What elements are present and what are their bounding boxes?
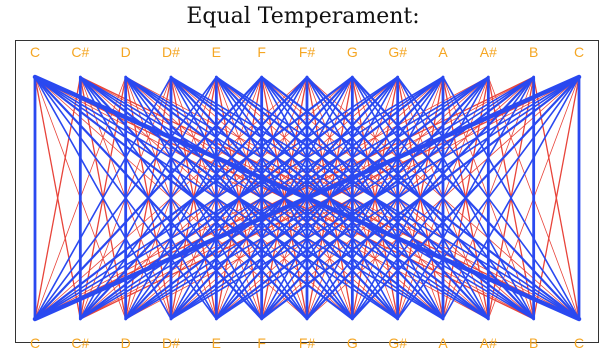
bottom-note-label-11: B bbox=[529, 335, 538, 351]
consonant-line-12-3 bbox=[170, 76, 580, 320]
top-note-labels: C C# D D# E F F# G G# A A# B C bbox=[30, 44, 584, 60]
bottom-note-label-2: D bbox=[121, 335, 131, 351]
top-note-label-12: C bbox=[574, 44, 584, 60]
diagram-frame bbox=[15, 40, 599, 343]
consonant-interval-lines bbox=[32, 74, 582, 322]
consonant-line-4-0 bbox=[34, 76, 218, 320]
bottom-note-label-7: G bbox=[347, 335, 358, 351]
consonant-line-12-8 bbox=[396, 76, 580, 320]
consonant-line-11-2 bbox=[124, 76, 535, 320]
consonant-line-8-0 bbox=[34, 76, 399, 320]
top-note-label-2: D bbox=[121, 44, 131, 60]
consonant-line-5-1 bbox=[79, 76, 263, 320]
top-note-label-3: D# bbox=[162, 44, 180, 60]
consonant-line-11-7 bbox=[351, 76, 535, 320]
top-note-label-8: G# bbox=[388, 44, 407, 60]
bottom-note-label-10: A# bbox=[480, 335, 497, 351]
consonant-line-11-3 bbox=[170, 76, 535, 320]
top-note-label-6: F# bbox=[299, 44, 316, 60]
top-note-label-1: C# bbox=[71, 44, 89, 60]
diagram-title: Equal Temperament: bbox=[186, 4, 420, 29]
top-note-label-7: G bbox=[347, 44, 358, 60]
consonant-line-12-7 bbox=[351, 75, 581, 321]
consonant-line-12-0 bbox=[32, 74, 582, 322]
bottom-note-label-1: C# bbox=[71, 335, 89, 351]
bottom-note-label-4: E bbox=[212, 335, 221, 351]
consonant-line-12-4 bbox=[215, 76, 580, 320]
bottom-note-label-6: F# bbox=[299, 335, 316, 351]
consonant-line-3-0 bbox=[34, 76, 172, 320]
bottom-note-label-3: D# bbox=[162, 335, 180, 351]
consonant-line-12-5 bbox=[260, 75, 581, 321]
bottom-note-label-12: C bbox=[574, 335, 584, 351]
top-note-label-10: A# bbox=[480, 44, 497, 60]
consonant-line-7-0 bbox=[33, 75, 354, 321]
consonant-line-5-0 bbox=[33, 75, 263, 321]
top-note-label-5: F bbox=[257, 44, 266, 60]
top-note-label-11: B bbox=[529, 44, 538, 60]
top-note-label-9: A bbox=[438, 44, 448, 60]
consonant-line-9-1 bbox=[79, 76, 444, 320]
bottom-note-label-0: C bbox=[30, 335, 40, 351]
consonant-line-12-9 bbox=[442, 76, 580, 320]
top-note-label-4: E bbox=[212, 44, 221, 60]
consonant-line-9-0 bbox=[34, 76, 444, 320]
top-note-label-0: C bbox=[30, 44, 40, 60]
bottom-note-label-9: A bbox=[438, 335, 448, 351]
bottom-note-label-5: F bbox=[257, 335, 266, 351]
bottom-note-labels: C C# D D# E F F# G G# A A# B C bbox=[30, 335, 584, 351]
consonant-line-10-1 bbox=[79, 76, 490, 320]
bottom-note-label-8: G# bbox=[388, 335, 407, 351]
